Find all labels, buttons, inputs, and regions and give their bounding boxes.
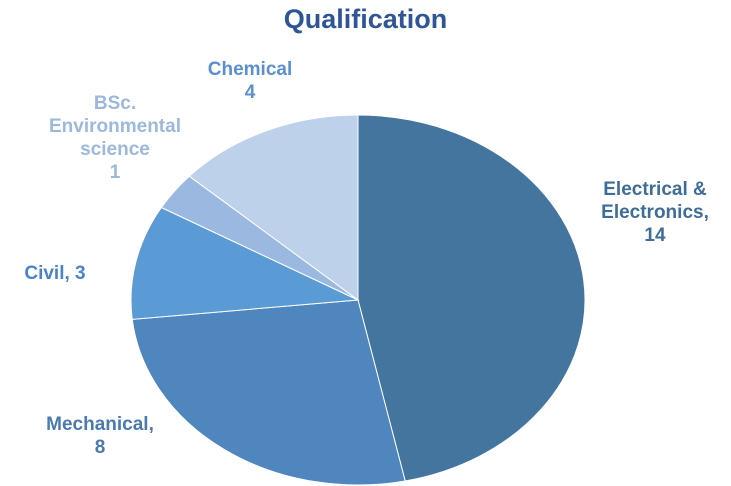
pie-slice: [130, 206, 360, 320]
pie-slice: [188, 114, 359, 301]
category-name: Civil,: [24, 263, 70, 284]
pie-slice: [131, 299, 406, 486]
value-label: 1: [109, 162, 121, 183]
category-name: Mechanical,: [46, 414, 154, 435]
pie-slice: [357, 114, 586, 482]
slice-label: Electrical & Electronics, 14: [570, 178, 731, 247]
category-name: Chemical: [207, 59, 293, 80]
value-label: 14: [644, 225, 666, 246]
slice-label: BSc. Environmental science 1: [35, 92, 195, 184]
value-label: 3: [75, 263, 86, 284]
chart-title: Qualification: [283, 4, 448, 34]
slice-label: Mechanical, 8: [10, 413, 190, 459]
value-label: 4: [244, 82, 256, 103]
category-name: BSc. Environmental science: [49, 93, 181, 160]
slice-label: Chemical 4: [175, 58, 325, 104]
category-name: Electrical & Electronics,: [601, 179, 709, 223]
value-label: 8: [94, 437, 106, 458]
slice-label: Civil, 3: [0, 262, 110, 285]
